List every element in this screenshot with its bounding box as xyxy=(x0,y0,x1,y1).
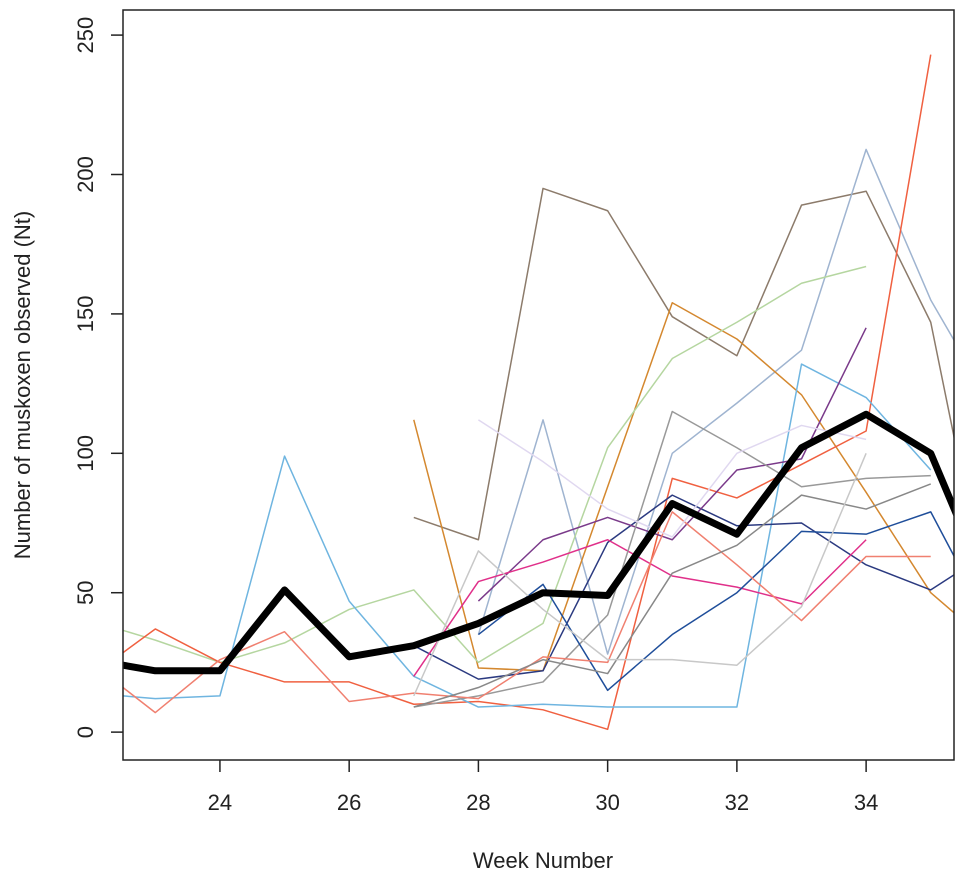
series-line xyxy=(413,494,954,680)
y-tick-label: 250 xyxy=(73,17,98,54)
x-tick-label: 28 xyxy=(466,790,490,815)
series-line xyxy=(123,410,954,675)
plot-frame xyxy=(122,9,955,761)
series-line xyxy=(413,453,867,697)
series-line xyxy=(123,363,932,708)
series-line xyxy=(123,54,932,731)
series-line xyxy=(413,538,867,677)
y-axis-label: Number of muskoxen observed (Nt) xyxy=(10,211,35,559)
y-tick-label: 0 xyxy=(73,726,98,738)
x-axis-label: Week Number xyxy=(473,848,613,873)
series-line xyxy=(477,327,867,602)
y-tick-label: 200 xyxy=(73,156,98,193)
series-line xyxy=(477,419,867,538)
series-line xyxy=(477,148,954,655)
x-tick-label: 30 xyxy=(595,790,619,815)
y-tick-label: 50 xyxy=(73,580,98,604)
series-line xyxy=(413,187,954,541)
x-tick-label: 32 xyxy=(725,790,749,815)
x-tick-label: 26 xyxy=(337,790,361,815)
y-tick-label: 100 xyxy=(73,435,98,472)
series-line xyxy=(413,483,932,708)
y-tick-label: 150 xyxy=(73,296,98,333)
x-tick-label: 34 xyxy=(854,790,878,815)
series-line xyxy=(123,511,931,714)
series-line xyxy=(413,302,954,672)
series-line xyxy=(477,511,954,692)
x-tick-label: 24 xyxy=(208,790,232,815)
series-line xyxy=(413,410,931,708)
plot-lines xyxy=(123,54,954,731)
